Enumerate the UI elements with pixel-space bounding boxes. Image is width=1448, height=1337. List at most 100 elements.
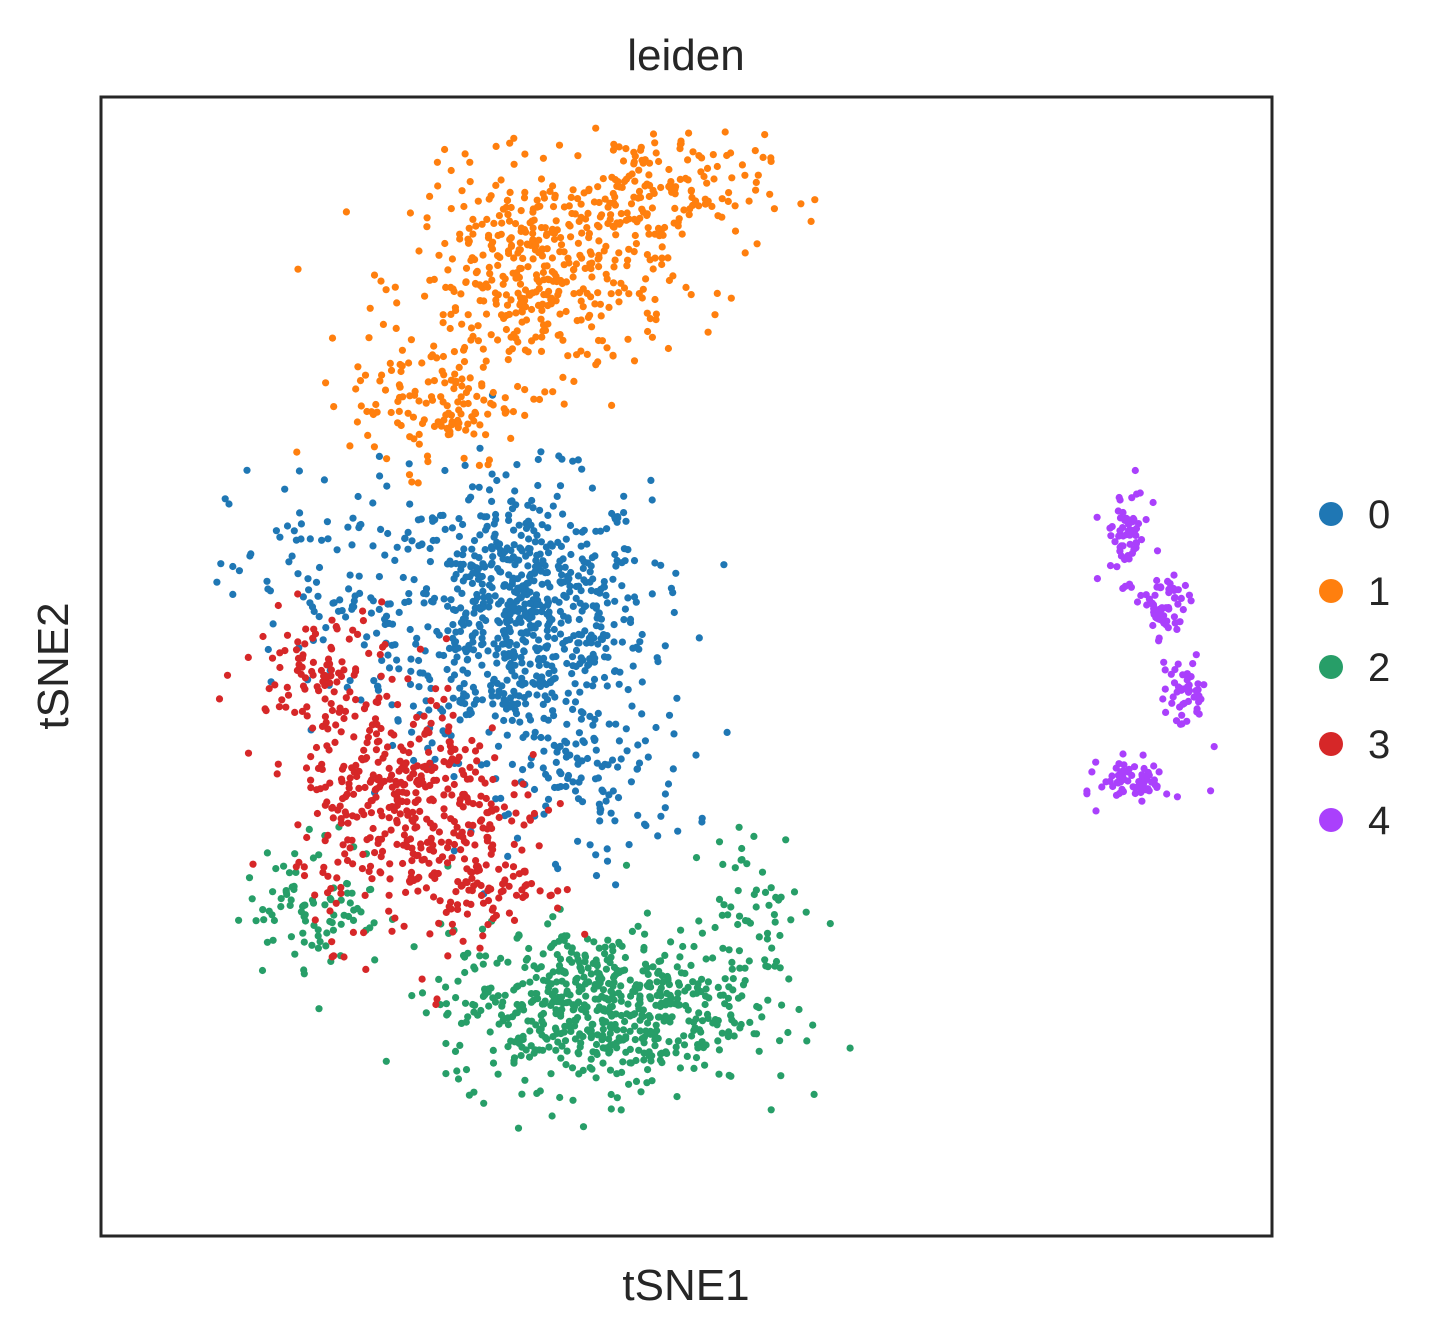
point-cluster-3 [249,860,257,868]
point-cluster-0 [492,510,500,519]
point-cluster-3 [544,806,553,814]
point-cluster-1 [474,322,482,330]
point-cluster-0 [346,571,354,579]
point-cluster-3 [497,888,505,896]
point-cluster-0 [453,550,461,558]
point-cluster-0 [537,448,545,456]
point-cluster-1 [505,217,514,225]
point-cluster-2 [286,901,294,910]
point-cluster-2 [719,860,727,869]
point-cluster-1 [471,256,479,264]
point-cluster-3 [341,707,350,716]
point-cluster-0 [544,774,553,782]
point-cluster-1 [461,150,469,158]
point-cluster-1 [595,223,603,231]
point-cluster-3 [407,868,416,877]
point-cluster-0 [565,575,573,583]
point-cluster-2 [803,1037,811,1045]
point-cluster-3 [397,765,406,773]
point-cluster-1 [649,265,657,273]
point-cluster-1 [588,323,596,331]
point-cluster-3 [402,888,410,897]
point-cluster-1 [559,373,567,381]
point-cluster-0 [507,497,515,506]
point-cluster-0 [654,658,662,666]
point-cluster-1 [583,289,591,297]
point-cluster-0 [540,747,548,755]
point-cluster-0 [624,594,632,602]
point-cluster-1 [617,210,625,218]
point-cluster-0 [269,620,277,628]
point-cluster-0 [542,644,551,652]
point-cluster-1 [598,337,607,345]
point-cluster-3 [400,831,408,839]
point-cluster-1 [570,265,578,273]
point-cluster-2 [533,965,542,973]
point-cluster-2 [735,947,744,955]
point-cluster-2 [640,943,648,952]
point-cluster-2 [602,965,611,973]
point-cluster-1 [450,385,458,393]
point-cluster-1 [465,224,473,232]
point-cluster-0 [440,651,448,660]
point-cluster-0 [503,731,511,739]
point-cluster-1 [535,278,543,286]
point-cluster-1 [423,214,431,222]
point-cluster-0 [544,579,552,587]
point-cluster-3 [483,833,491,841]
point-cluster-0 [544,795,553,803]
point-cluster-2 [621,953,630,962]
point-cluster-4 [1163,790,1171,798]
point-cluster-0 [593,614,601,622]
point-cluster-1 [643,309,651,317]
point-cluster-3 [302,764,311,772]
point-cluster-2 [608,1010,616,1019]
point-cluster-3 [452,888,460,896]
point-cluster-0 [549,502,557,510]
point-cluster-2 [784,1028,792,1037]
point-cluster-2 [309,899,318,907]
point-cluster-3 [495,813,503,822]
point-cluster-3 [265,685,273,693]
point-cluster-0 [465,496,473,504]
point-cluster-1 [464,311,472,319]
point-cluster-0 [604,653,612,661]
point-cluster-2 [519,980,527,988]
point-cluster-2 [709,954,717,962]
point-cluster-1 [456,235,464,243]
point-cluster-0 [577,774,585,782]
point-cluster-4 [1093,575,1101,583]
point-cluster-3 [373,738,381,746]
point-cluster-2 [750,890,758,899]
point-cluster-2 [721,1000,729,1008]
point-cluster-4 [1125,527,1133,535]
point-cluster-0 [410,756,418,765]
point-cluster-3 [519,893,527,902]
point-cluster-1 [529,236,537,244]
point-cluster-3 [440,695,448,704]
point-cluster-2 [480,1099,488,1107]
point-cluster-0 [487,575,495,583]
point-cluster-1 [433,354,441,362]
point-cluster-0 [720,561,728,569]
point-cluster-0 [629,662,637,670]
point-cluster-0 [549,707,557,715]
point-cluster-3 [407,740,415,748]
point-cluster-0 [414,516,422,524]
point-cluster-3 [297,670,305,678]
point-cluster-2 [619,1058,627,1066]
point-cluster-1 [482,357,490,365]
point-cluster-3 [360,811,368,819]
point-cluster-1 [488,276,496,284]
point-cluster-0 [524,562,532,570]
point-cluster-1 [556,331,564,339]
point-cluster-0 [511,661,519,669]
point-cluster-4 [1192,651,1200,659]
point-cluster-0 [548,616,556,624]
point-cluster-0 [451,646,459,654]
point-cluster-1 [709,151,717,159]
point-cluster-0 [444,602,452,610]
point-cluster-3 [426,781,434,790]
point-cluster-0 [469,638,477,646]
point-cluster-4 [1210,743,1218,751]
